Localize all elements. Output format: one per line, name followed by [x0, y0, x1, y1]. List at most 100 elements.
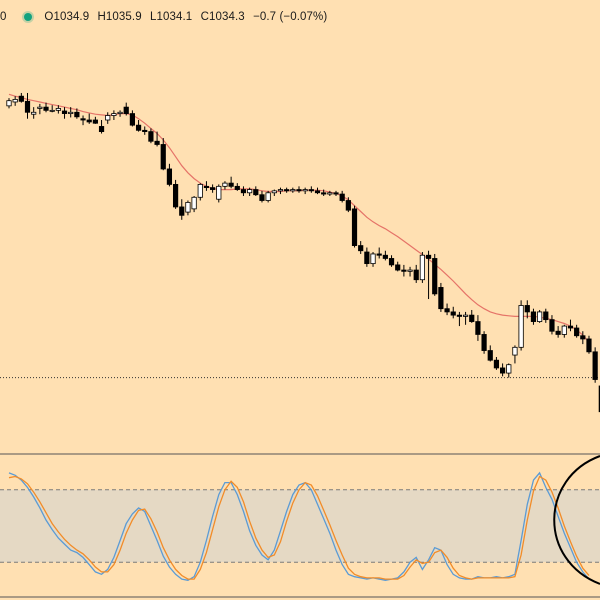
candle-body	[592, 351, 598, 380]
candle	[172, 179, 179, 209]
candle-body	[197, 184, 203, 198]
candle	[290, 187, 296, 193]
candle-body	[450, 311, 456, 316]
candle	[345, 197, 351, 213]
candle-body	[111, 113, 117, 116]
candle-body	[210, 187, 216, 190]
candle-body	[24, 100, 31, 113]
candle	[382, 250, 388, 261]
candle	[191, 196, 197, 213]
candle	[222, 181, 228, 190]
candle-body	[55, 108, 61, 111]
candle-body	[543, 311, 549, 321]
candle-body	[234, 185, 240, 190]
candle-body	[370, 253, 376, 265]
candle-body	[407, 269, 413, 272]
candle	[203, 181, 210, 191]
candle-body	[179, 206, 185, 216]
candle-body	[586, 338, 592, 353]
candle	[284, 187, 290, 193]
candle-body	[321, 192, 327, 195]
candle	[185, 200, 191, 216]
candle-body	[512, 346, 518, 356]
candle	[333, 190, 339, 196]
candle-body	[444, 308, 450, 313]
candle-body	[6, 100, 12, 107]
stochastic-d-line	[8, 475, 590, 580]
candle-body	[222, 182, 228, 187]
candle-body	[290, 189, 296, 192]
candle-body	[49, 109, 55, 112]
candle-body	[549, 319, 555, 332]
candle-body	[61, 110, 68, 114]
candle-body	[456, 314, 463, 317]
candle	[475, 315, 481, 341]
ohlc-legend: 0 O1034.9 H1035.9 L1034.1 C1034.3 −0.7 (…	[0, 8, 327, 26]
candle-body	[580, 335, 586, 340]
candle	[61, 107, 68, 119]
candle	[530, 308, 537, 325]
candle	[24, 92, 31, 119]
candle	[493, 356, 500, 370]
candle	[302, 187, 308, 195]
candle-body	[413, 269, 419, 281]
low-value: L1034.1	[150, 11, 193, 23]
candle-body	[308, 189, 314, 192]
open-value: O1034.9	[44, 11, 90, 23]
candle	[154, 131, 160, 147]
candle	[142, 126, 148, 135]
candle-body	[327, 192, 333, 195]
candle-body	[364, 251, 370, 265]
candle-body	[129, 113, 135, 126]
candle-body	[105, 115, 111, 121]
candle-body	[185, 202, 191, 213]
market-status-icon[interactable]	[24, 13, 33, 21]
candle-body	[98, 126, 105, 133]
candle	[586, 335, 592, 354]
candle-body	[475, 321, 481, 335]
candle	[549, 315, 555, 335]
oscillator-pane[interactable]	[0, 471, 600, 581]
candle	[407, 266, 413, 277]
candle	[210, 184, 216, 193]
candle-body	[345, 200, 351, 211]
candle	[364, 247, 370, 267]
candle-body	[481, 334, 487, 351]
candle	[351, 205, 358, 248]
candle	[240, 186, 247, 196]
candle	[160, 138, 166, 171]
candle-body	[537, 311, 543, 322]
candle	[18, 92, 24, 103]
candle	[450, 306, 456, 319]
candle	[98, 120, 105, 134]
candle-body	[487, 350, 493, 361]
candle	[555, 326, 561, 338]
candle	[592, 347, 598, 383]
candle	[376, 247, 382, 259]
candle-body	[247, 189, 253, 194]
candle	[499, 363, 506, 377]
price-pane[interactable]	[0, 92, 600, 415]
candle	[339, 190, 345, 203]
candle	[123, 102, 129, 116]
candle-body	[432, 258, 438, 295]
candle	[561, 324, 567, 338]
candle-body	[277, 189, 284, 192]
candle	[86, 113, 92, 124]
candle	[469, 309, 475, 323]
candle	[321, 189, 327, 196]
candle-body	[530, 311, 537, 322]
candle	[49, 105, 55, 113]
candle-body	[172, 184, 179, 208]
candle-body	[228, 182, 234, 187]
candle-body	[395, 264, 401, 271]
candle	[55, 105, 61, 114]
candle	[234, 183, 240, 191]
candle	[12, 96, 18, 106]
candle-body	[86, 119, 92, 123]
candle	[327, 190, 333, 196]
candle-body	[499, 367, 506, 374]
candle	[370, 252, 376, 267]
candle	[277, 187, 284, 195]
